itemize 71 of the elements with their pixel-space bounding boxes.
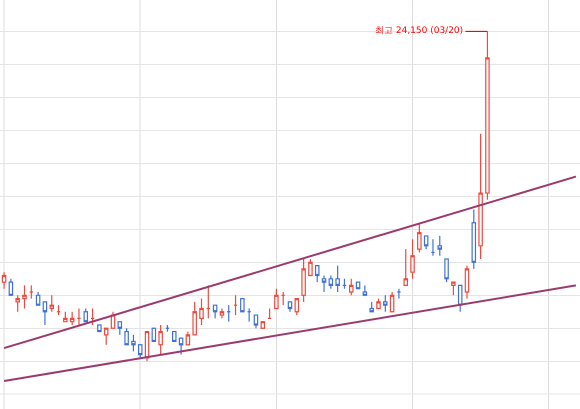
- candlestick: [165, 324, 170, 332]
- candlestick: [280, 291, 286, 306]
- candlestick: [63, 311, 68, 322]
- candlestick: [314, 265, 320, 283]
- candlestick: [97, 324, 102, 332]
- annotation: 최고 24,150 (03/20): [375, 26, 464, 36]
- candlestick: [390, 291, 394, 312]
- candlestick: [322, 274, 326, 293]
- candlestick: [226, 304, 231, 322]
- candlestick: [294, 298, 300, 316]
- candlestick: [396, 288, 402, 300]
- candlestick: [220, 308, 224, 319]
- candlestick: [260, 321, 266, 329]
- candlestick: [356, 282, 360, 290]
- candlestick: [342, 278, 347, 290]
- candlestick: [118, 321, 122, 336]
- candlestick: [178, 338, 184, 356]
- candlestick: [369, 301, 374, 312]
- candlestick: [8, 278, 14, 296]
- candlestick: [70, 311, 74, 326]
- candlestick: [444, 258, 449, 283]
- candlestick: [131, 334, 136, 352]
- candlestick: [56, 304, 61, 316]
- candlestick: [138, 344, 142, 359]
- candlestick: [349, 278, 354, 296]
- candlestick: [233, 294, 238, 316]
- candlestick: [328, 274, 334, 290]
- candlestick: [212, 304, 218, 319]
- candlestick: [152, 328, 156, 342]
- candlestick: [36, 291, 40, 306]
- candlestick: [376, 298, 381, 310]
- candlestick: [42, 301, 48, 326]
- candlestick: [301, 258, 306, 302]
- candlestick: [438, 235, 442, 256]
- candlestick: [403, 248, 408, 286]
- candlestick: [49, 294, 54, 312]
- candlestick: [172, 330, 177, 342]
- candlestick: [199, 298, 204, 326]
- candlestick: [240, 298, 245, 312]
- candlestick: [472, 208, 476, 270]
- candlestick: [464, 265, 470, 300]
- candlestick: [424, 235, 428, 250]
- candlestick: [451, 282, 456, 296]
- candlestick: [430, 238, 436, 256]
- candlestick: [417, 222, 422, 254]
- candlestick: [362, 284, 368, 296]
- candlestick: [274, 288, 279, 310]
- candlestick: [254, 314, 258, 329]
- candlestick: [335, 265, 340, 293]
- candlestick: [288, 301, 292, 312]
- candlestick: [29, 284, 34, 300]
- candlestick: [192, 301, 197, 336]
- candlestick: [206, 284, 211, 319]
- candlestick: [104, 328, 108, 346]
- candlestick: [2, 272, 6, 290]
- candlestick: [267, 308, 272, 319]
- candlestick: [76, 308, 82, 326]
- candlestick: [124, 328, 129, 346]
- candlestick: [246, 308, 252, 322]
- candlestick: [90, 308, 95, 326]
- candlestick: [186, 330, 190, 346]
- candlestick: [478, 133, 483, 260]
- candlestick: [383, 294, 388, 312]
- candlestick: [158, 324, 163, 356]
- candlestick: [15, 294, 20, 312]
- candlestick: [308, 258, 313, 276]
- candlestick: [84, 308, 88, 322]
- candlestick: [22, 284, 27, 310]
- candlestick: [144, 330, 150, 362]
- candlestick: [485, 30, 490, 200]
- candlestick: [410, 238, 415, 280]
